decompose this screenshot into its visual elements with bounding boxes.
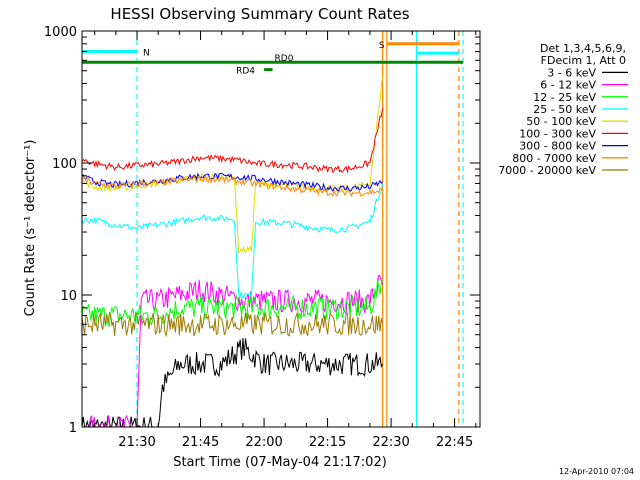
legend-entry: 7000 - 20000 keV xyxy=(498,164,596,177)
x-tick-label: 22:15 xyxy=(309,435,346,450)
legend-entry: 800 - 7000 keV xyxy=(512,152,596,165)
legend-header: FDecim 1, Att 0 xyxy=(541,54,626,67)
series-line xyxy=(82,183,384,299)
legend-entry: 6 - 12 keV xyxy=(540,79,596,92)
series-line xyxy=(82,174,383,198)
x-axis-label: Start Time (07-May-04 21:17:02) xyxy=(173,455,387,470)
series-line xyxy=(82,311,384,338)
plot-frame xyxy=(81,30,481,428)
y-tick-label: 100 xyxy=(52,157,77,172)
legend-entry: 100 - 300 keV xyxy=(519,127,596,140)
flag-label: RD0 xyxy=(275,54,294,64)
y-axis-label: Count Rate (s⁻¹ detector⁻¹) xyxy=(23,140,38,317)
series-line xyxy=(82,108,384,174)
y-tick-label: 10 xyxy=(60,289,77,304)
legend: Det 1,3,4,5,6,9,FDecim 1, Att 03 - 6 keV… xyxy=(498,42,628,177)
x-tick-label: 22:45 xyxy=(436,435,473,450)
legend-entry: 300 - 800 keV xyxy=(519,140,596,153)
legend-entry: 50 - 100 keV xyxy=(526,115,596,128)
series-line xyxy=(82,279,384,327)
series-line xyxy=(86,274,384,427)
series-line xyxy=(82,76,384,254)
legend-entry: 25 - 50 keV xyxy=(533,103,596,116)
series-group xyxy=(82,31,464,427)
y-tick-label: 1 xyxy=(69,421,77,436)
legend-entry: 3 - 6 keV xyxy=(547,66,596,79)
legend-header: Det 1,3,4,5,6,9, xyxy=(540,42,626,55)
x-tick-label: 21:45 xyxy=(182,435,219,450)
flag-label: RD4 xyxy=(236,67,255,77)
flag-label: S xyxy=(379,41,385,51)
flag-label: N xyxy=(143,48,150,58)
timestamp-footer: 12-Apr-2010 07:04 xyxy=(559,467,634,476)
y-tick-label: 1000 xyxy=(44,25,77,40)
legend-entry: 12 - 25 keV xyxy=(533,91,596,104)
series-line xyxy=(82,337,384,427)
x-tick-label: 22:00 xyxy=(245,435,282,450)
x-tick-label: 22:30 xyxy=(372,435,409,450)
plot-area: N S RD0 RD4 1 10 100 1000 21:30 21:45 22:00 22:15 22… xyxy=(44,25,481,450)
chart-title: HESSI Observing Summary Count Rates xyxy=(110,5,409,23)
x-tick-label: 21:30 xyxy=(118,435,155,450)
